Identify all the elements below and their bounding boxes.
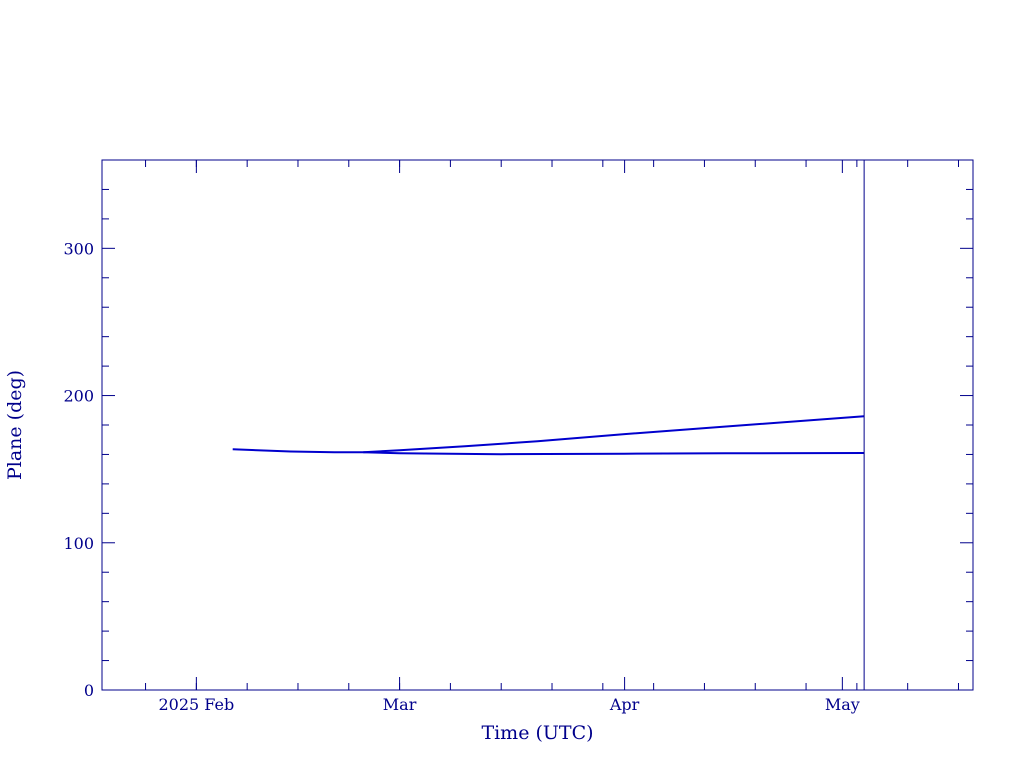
x-tick-label: May — [825, 695, 860, 714]
y-axis-title: Plane (deg) — [4, 370, 26, 480]
y-tick-label: 200 — [63, 387, 94, 406]
y-tick-label: 0 — [84, 681, 94, 700]
series-line-1 — [232, 415, 865, 454]
series-line-2 — [363, 451, 865, 456]
label-layer: 0 100 200 300 2025 Feb Mar Apr May — [63, 239, 859, 714]
series-layer — [232, 160, 865, 690]
x-tick-label: 2025 Feb — [158, 695, 234, 714]
x-tick-label: Mar — [383, 695, 417, 714]
tick-layer — [102, 159, 973, 691]
plot-frame — [101, 159, 974, 691]
y-tick-label: 300 — [63, 239, 94, 258]
y-tick-label: 100 — [63, 534, 94, 553]
x-axis-title: Time (UTC) — [481, 722, 593, 744]
x-tick-label: Apr — [609, 695, 640, 714]
